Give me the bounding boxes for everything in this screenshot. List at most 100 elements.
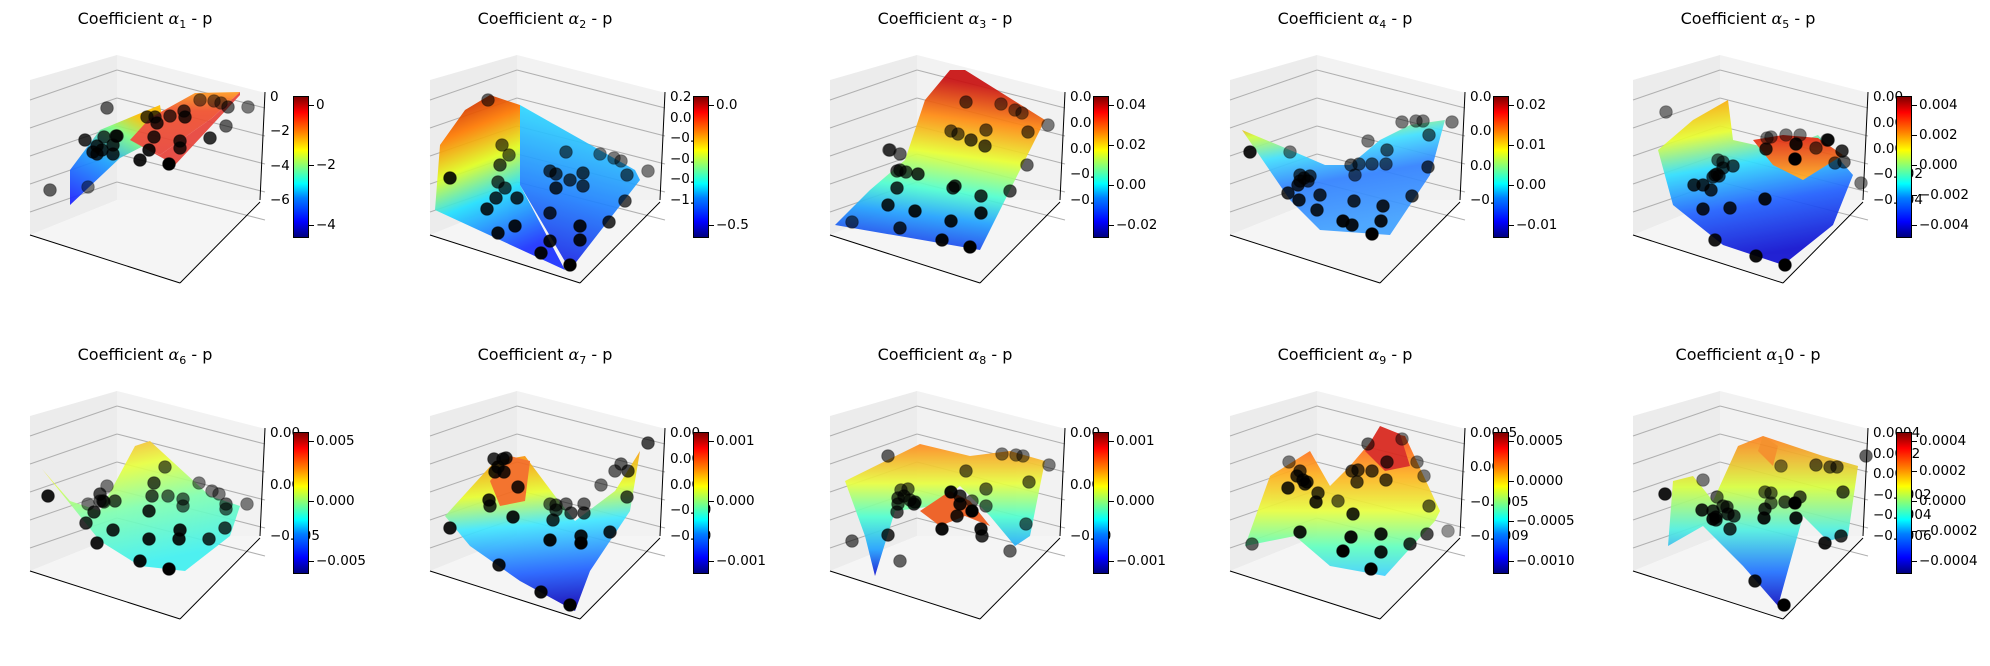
colorbar-tick: 0.0000	[1508, 473, 1564, 489]
subplot-4: Coefficient α4 - p 0.0 0.0 0.0 −0.0 0.02 0.01 0…	[1200, 0, 1600, 330]
colorbar	[293, 96, 309, 238]
title-subscript: 8	[979, 354, 987, 368]
subplot-9: Coefficient α9 - p0.00050.000−0.0005−0.0…	[1200, 336, 1600, 666]
colorbar	[1493, 96, 1509, 238]
title-text: Coefficient	[1277, 9, 1369, 28]
colorbar-tick: 0.000	[709, 493, 755, 509]
colorbar-tick: −0.02	[1108, 217, 1158, 233]
title-text: Coefficient	[77, 9, 169, 28]
colorbar-tick: 0.0002	[1911, 463, 1967, 479]
colorbar-tick: 0.004	[1912, 97, 1958, 113]
subplot-3: Coefficient α3 - p 0.0 0.0 0.0 −0.0 −0.0 0.04 0…	[800, 0, 1200, 330]
alpha-symbol: α	[1771, 9, 1783, 28]
surface-plot-3d	[1229, 55, 1466, 284]
colorbar-tick: 0.0	[708, 97, 738, 113]
colorbar-tick: 0.002	[1912, 127, 1958, 143]
title-suffix: 0 - p	[1784, 345, 1821, 364]
surface-plot-3d	[29, 55, 266, 284]
colorbar-tick: −0.0002	[1912, 523, 1978, 539]
z-axis-tick: 0.0	[1470, 123, 1492, 140]
title-text: Coefficient	[877, 9, 969, 28]
subplot-title: Coefficient α9 - p	[1200, 345, 1490, 367]
surface-plot-3d	[429, 391, 666, 620]
scatter-points	[41, 460, 254, 576]
subplot-title: Coefficient α10 - p	[1603, 345, 1893, 367]
colorbar-tick: 0.02	[1108, 137, 1147, 153]
axis-lines	[429, 427, 666, 620]
colorbar	[1093, 432, 1109, 574]
title-subscript: 3	[979, 18, 987, 32]
title-text: Coefficient	[1680, 9, 1772, 28]
scatter-points	[1243, 114, 1459, 241]
colorbar-tick: −4	[309, 217, 336, 233]
colorbar-tick: −0.001	[1109, 553, 1166, 569]
alpha-symbol: α	[1766, 345, 1778, 364]
subplot-7: Coefficient α7 - p 0.00 0.00 0.00 −0.00 −0.00…	[400, 336, 800, 666]
subplot-title: Coefficient α8 - p	[800, 345, 1090, 367]
title-suffix: - p	[986, 9, 1013, 28]
z-axis-tick: 0.00	[1873, 89, 1904, 105]
title-text: Coefficient	[477, 345, 569, 364]
subplot-title: Coefficient α6 - p	[0, 345, 290, 367]
colorbar-tick: 0.04	[1108, 97, 1147, 113]
surface-plot-3d	[1632, 391, 1873, 620]
subplot-5: Coefficient α5 - p 0.00 0.00 0.00 −0.002 −0.0…	[1590, 0, 1990, 330]
alpha-symbol: α	[168, 345, 180, 364]
title-subscript: 9	[1379, 354, 1387, 368]
colorbar-tick: 0.0000	[1911, 493, 1967, 509]
colorbar-tick: −0.004	[1912, 217, 1969, 233]
z-axis-tick: 0.2	[670, 89, 692, 105]
title-suffix: - p	[586, 345, 613, 364]
z-axis-tick: 0.0	[1470, 157, 1492, 174]
subplot-title: Coefficient α5 - p	[1603, 9, 1893, 31]
colorbar-tick: 0.0005	[1508, 433, 1564, 449]
scatter-points	[443, 436, 655, 612]
z-axis-tick: 0.00	[1873, 140, 1904, 157]
colorbar-tick: −0.002	[1912, 187, 1969, 203]
colorbar-tick: 0.00	[1508, 177, 1547, 193]
title-text: Coefficient	[1675, 345, 1767, 364]
scatter-points	[845, 447, 1056, 568]
subplot-2: Coefficient α2 - p 0.2 0.0 −0.2 −0.5 −0.7 −1.0…	[400, 0, 800, 330]
title-subscript: 5	[1782, 18, 1790, 32]
z-axis-tick: −4	[270, 157, 290, 174]
axis-lines	[1229, 427, 1466, 620]
axis-lines	[1632, 427, 1869, 620]
axes-panes	[30, 55, 266, 283]
z-axis-tick: −6	[270, 192, 290, 208]
axis-lines	[829, 91, 1066, 284]
surface	[1242, 120, 1445, 235]
z-axis-tick: 0.00	[1873, 114, 1904, 131]
alpha-symbol: α	[1368, 345, 1380, 364]
axis-lines	[1229, 91, 1466, 284]
title-text: Coefficient	[77, 345, 169, 364]
subplot-title: Coefficient α3 - p	[800, 9, 1090, 31]
title-suffix: - p	[1386, 345, 1413, 364]
surface-plot-3d	[29, 391, 266, 620]
title-suffix: - p	[186, 345, 213, 364]
title-subscript: 1	[179, 18, 187, 32]
alpha-symbol: α	[968, 9, 980, 28]
colorbar	[1896, 432, 1912, 574]
axis-lines	[29, 427, 266, 620]
scatter-points	[845, 95, 1055, 254]
colorbar-tick: −0.0010	[1509, 553, 1575, 569]
colorbar-tick: 0.000	[1109, 493, 1155, 509]
title-suffix: - p	[986, 345, 1013, 364]
colorbar-tick: 0.001	[709, 433, 755, 449]
z-axis-tick: 0.00	[270, 476, 301, 493]
title-text: Coefficient	[1277, 345, 1369, 364]
colorbar	[1093, 96, 1109, 238]
colorbar-tick: −2	[309, 157, 336, 173]
z-axis-tick: 0	[270, 89, 279, 105]
subplot-title: Coefficient α4 - p	[1200, 9, 1490, 31]
z-axis-tick: 0.00	[670, 476, 701, 493]
scatter-points	[443, 93, 655, 272]
scatter-points	[1659, 105, 1868, 272]
colorbar	[293, 432, 309, 574]
z-axis-tick: 0.00	[270, 425, 301, 441]
colorbar-tick: 0.000	[309, 493, 355, 509]
colorbar-tick: 0.005	[309, 433, 355, 449]
z-axis-tick: 0.0	[1070, 89, 1092, 105]
scatter-points	[1658, 449, 1873, 612]
